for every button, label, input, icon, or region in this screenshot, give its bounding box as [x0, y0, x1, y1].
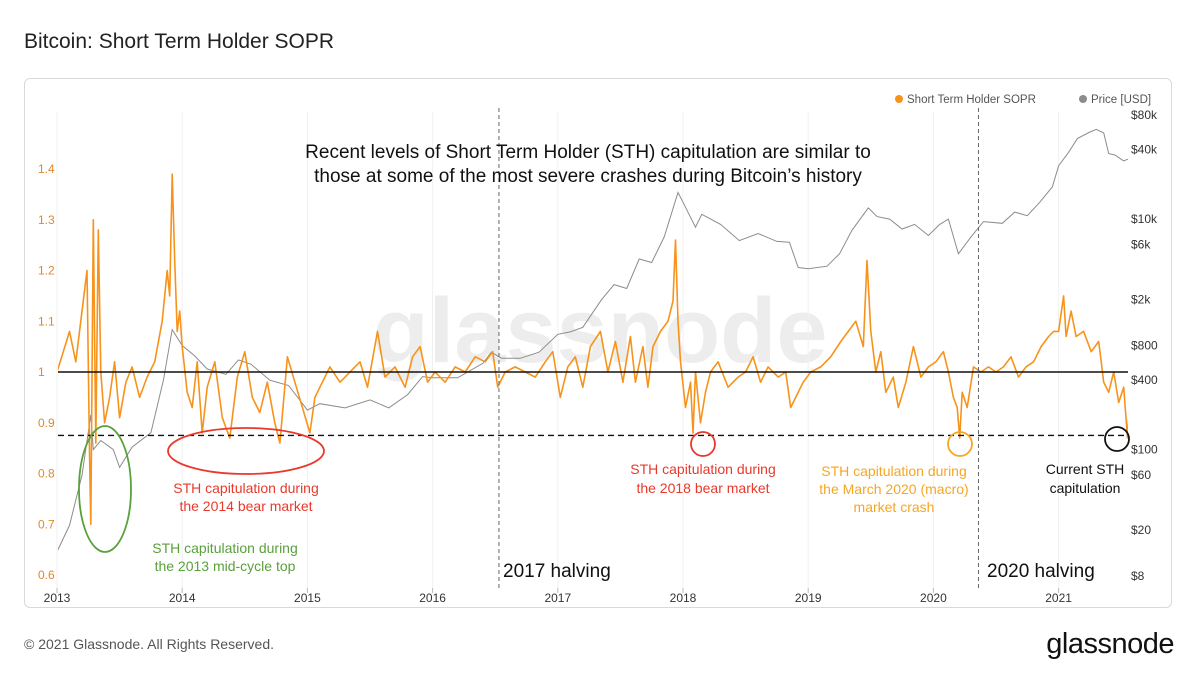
- copyright-notice: © 2021 Glassnode. All Rights Reserved.: [24, 636, 275, 652]
- brand-logo: glassnode: [1046, 628, 1174, 660]
- chart-title: Bitcoin: Short Term Holder SOPR: [24, 30, 335, 53]
- chart-frame: [24, 78, 1172, 608]
